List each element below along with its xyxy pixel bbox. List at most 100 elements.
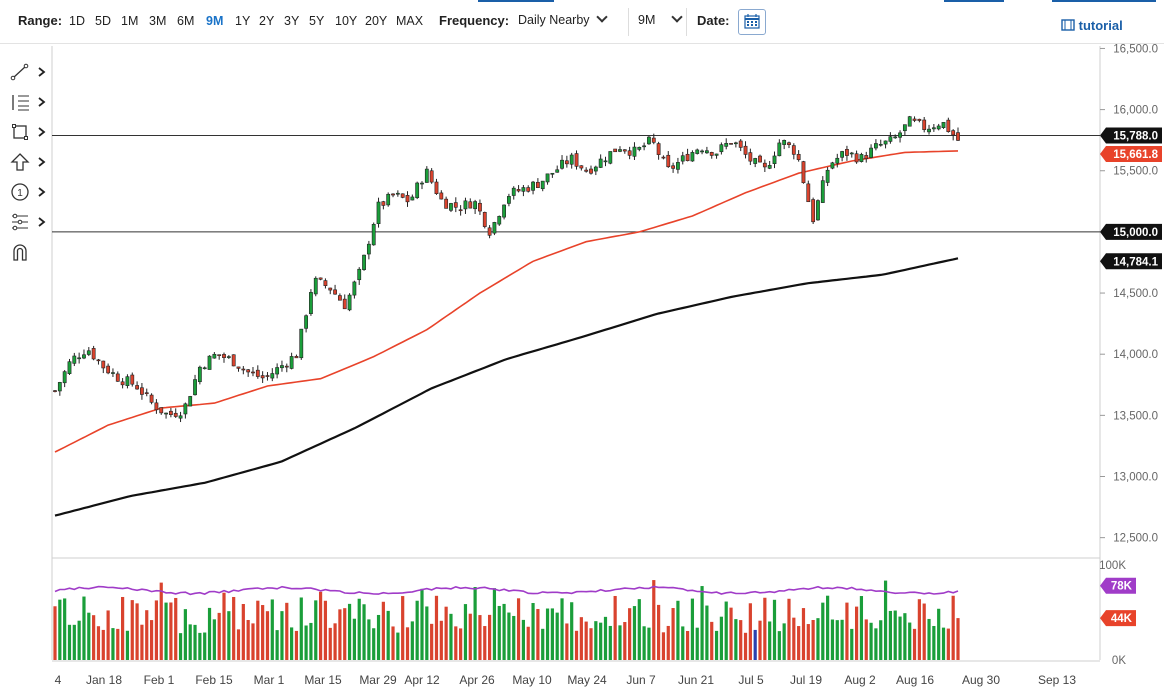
candle-body xyxy=(898,132,902,138)
volume-bar xyxy=(526,626,530,660)
y-tick-label: 13,000.0 xyxy=(1113,472,1158,484)
candle-body xyxy=(825,169,830,183)
tool-trendline[interactable] xyxy=(10,62,50,82)
candle-body xyxy=(535,181,540,188)
candle-body xyxy=(859,154,864,162)
candle-body xyxy=(874,143,878,149)
candle-body xyxy=(246,369,251,373)
volume-bar xyxy=(845,602,849,660)
range-button-5y[interactable]: 5Y xyxy=(309,14,325,28)
x-tick-label: 4 xyxy=(55,673,62,687)
candle-body xyxy=(502,204,506,218)
candle-body xyxy=(806,183,811,203)
level-label-text: 15,000.0 xyxy=(1113,227,1158,239)
range-button-9m[interactable]: 9M xyxy=(206,14,224,28)
volume-bar xyxy=(608,625,612,660)
volume-bar xyxy=(386,610,390,660)
candle-body xyxy=(57,382,62,392)
candle-body xyxy=(183,403,188,415)
candle-body xyxy=(492,222,497,234)
volume-bar xyxy=(797,626,801,660)
volume-bar xyxy=(502,603,506,660)
range-button-2y[interactable]: 2Y xyxy=(259,14,275,28)
tutorial-link[interactable]: tutorial xyxy=(1061,18,1123,33)
volume-last-label: 44K xyxy=(1100,610,1136,627)
candle-body xyxy=(106,365,111,374)
tool-numbered-marker[interactable]: 1 xyxy=(10,182,50,202)
candle-body xyxy=(864,155,869,159)
range-button-5d[interactable]: 5D xyxy=(95,14,111,28)
x-tick-label: Mar 15 xyxy=(304,673,342,687)
range-button-20y[interactable]: 20Y xyxy=(365,14,388,28)
candle-body xyxy=(685,153,690,162)
candle-body xyxy=(656,143,661,155)
tool-magnet[interactable] xyxy=(10,242,50,262)
tool-fibonacci[interactable] xyxy=(10,92,50,112)
range-button-1m[interactable]: 1M xyxy=(121,14,139,28)
volume-bar xyxy=(835,620,839,660)
candle-body xyxy=(111,372,115,374)
volume-bar xyxy=(82,596,86,660)
last-price-label-text: 15,788.0 xyxy=(1113,131,1158,143)
candle-body xyxy=(313,277,318,295)
period-select[interactable]: 9M xyxy=(638,11,684,27)
range-button-10y[interactable]: 10Y xyxy=(335,14,358,28)
top-accent-bar xyxy=(944,0,1004,2)
range-button-1d[interactable]: 1D xyxy=(69,14,85,28)
candle-body xyxy=(936,125,941,130)
toolbar-divider xyxy=(0,43,1164,44)
candle-body xyxy=(284,365,289,368)
volume-bar xyxy=(92,615,96,660)
candle-body xyxy=(140,387,144,395)
candle-body xyxy=(72,355,77,364)
volume-bar xyxy=(623,622,627,660)
candle-body xyxy=(811,199,816,223)
calendar-icon xyxy=(744,14,760,29)
tool-pitchfork[interactable] xyxy=(10,212,50,232)
candle-body xyxy=(318,277,323,280)
y-tick-label: 13,500.0 xyxy=(1113,410,1158,422)
volume-bar xyxy=(521,619,526,660)
chevron-right-icon xyxy=(38,127,46,137)
date-label: Date: xyxy=(697,13,730,28)
date-picker-button[interactable] xyxy=(738,9,766,35)
ma200-value-label-text: 14,784.1 xyxy=(1113,256,1158,268)
volume-bar xyxy=(121,596,125,660)
volume-bar xyxy=(705,605,709,660)
volume-bar xyxy=(927,618,931,660)
volume-average-line xyxy=(54,585,959,596)
range-button-1y[interactable]: 1Y xyxy=(235,14,251,28)
range-button-3y[interactable]: 3Y xyxy=(284,14,300,28)
candle-body xyxy=(395,192,400,195)
candle-body xyxy=(545,173,550,183)
x-tick-label: Jan 18 xyxy=(86,673,122,687)
candle-body xyxy=(878,143,883,146)
candle-body xyxy=(53,390,57,392)
tool-arrow-up[interactable] xyxy=(10,152,50,172)
range-button-3m[interactable]: 3M xyxy=(149,14,167,28)
volume-bar xyxy=(888,610,892,660)
ma50-value-label-bg xyxy=(1100,145,1162,162)
candle-body xyxy=(589,168,593,174)
volume-bar xyxy=(864,619,868,660)
volume-bar xyxy=(685,630,690,660)
range-button-max[interactable]: MAX xyxy=(396,14,424,28)
candle-body xyxy=(941,122,946,129)
candle-body xyxy=(212,353,217,359)
candle-body xyxy=(241,368,246,371)
tool-rectangle[interactable] xyxy=(10,122,50,142)
volume-bar xyxy=(410,621,414,660)
candle-body xyxy=(608,151,613,164)
frequency-select[interactable]: Daily Nearby xyxy=(518,11,608,27)
candle-body xyxy=(338,295,342,301)
candle-body xyxy=(154,402,159,411)
candle-body xyxy=(424,168,429,183)
volume-bar xyxy=(198,632,202,660)
candle-body xyxy=(391,193,395,196)
range-button-6m[interactable]: 6M xyxy=(177,14,195,28)
volume-bar xyxy=(256,600,260,660)
volume-bar xyxy=(96,626,101,660)
volume-bar xyxy=(154,600,159,660)
volume-bar xyxy=(536,608,540,660)
